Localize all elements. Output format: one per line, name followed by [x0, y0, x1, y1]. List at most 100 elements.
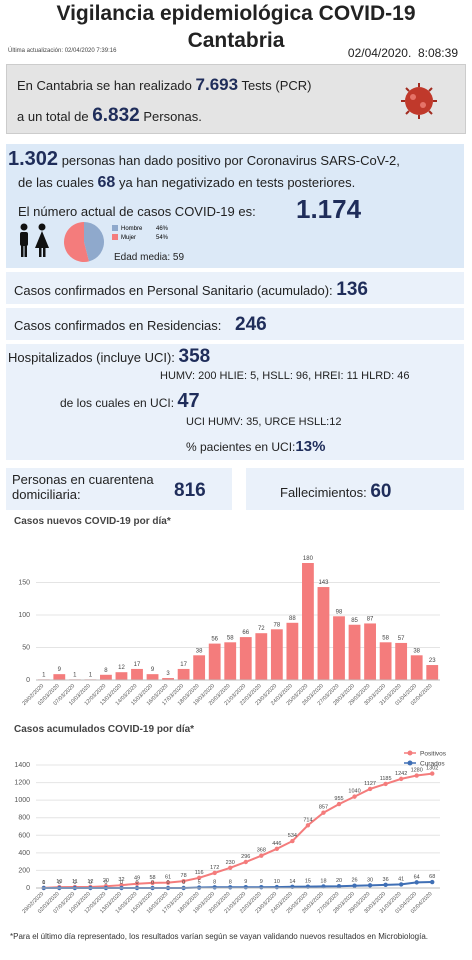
pie-slice [84, 222, 104, 262]
y-tick-label: 150 [18, 580, 30, 587]
text: de las cuales [18, 175, 94, 190]
data-label: 5 [198, 880, 201, 886]
sanitario-box: Casos confirmados en Personal Sanitario … [6, 272, 464, 304]
data-label: 12 [118, 665, 125, 671]
bar [208, 643, 221, 680]
subtitle: Cantabria [187, 29, 285, 52]
text: Fallecimientos: [280, 485, 367, 500]
point [243, 859, 248, 865]
text: a un total de 6.832 Personas. [17, 105, 202, 127]
data-label: 9 [260, 879, 263, 885]
data-label: 0 [73, 880, 76, 886]
value: 136 [336, 279, 368, 300]
data-label: 88 [289, 616, 296, 622]
bar [270, 629, 283, 680]
bar [224, 642, 237, 680]
value: 816 [174, 480, 206, 501]
data-label: 534 [288, 833, 297, 839]
point [259, 885, 264, 890]
point [414, 773, 419, 778]
chart-title: Casos nuevos COVID-19 por día* [14, 516, 171, 527]
data-label: 41 [398, 876, 404, 882]
data-label: 98 [336, 609, 343, 615]
point [430, 771, 435, 776]
data-label: 32 [118, 877, 124, 883]
bar [177, 668, 190, 680]
data-label: 10 [274, 879, 280, 885]
data-label: 56 [211, 637, 218, 643]
text: % pacientes en UCI: [186, 440, 296, 454]
text: Hospitalizados (incluye UCI): [8, 350, 175, 365]
footnote: *Para el último día representado, los re… [10, 932, 429, 941]
bar [410, 655, 423, 680]
data-label: 66 [242, 630, 249, 636]
bar [302, 563, 314, 680]
data-label: 57 [398, 636, 405, 642]
y-tick-label: 200 [18, 867, 30, 874]
value: 1.302 [8, 148, 59, 170]
data-label: 1127 [364, 781, 376, 787]
value: 13% [295, 438, 326, 455]
data-label: 9 [151, 667, 155, 673]
point [398, 882, 404, 887]
y-tick-label: 100 [18, 612, 30, 619]
point [414, 880, 419, 885]
point [259, 853, 264, 858]
text: Casos confirmados en Residencias: 246 [14, 314, 267, 336]
data-label: 3 [166, 671, 170, 677]
data-label: 78 [274, 622, 281, 628]
positives-box: 1.302 personas han dado positivo por Cor… [6, 144, 464, 268]
data-label: 0 [104, 880, 107, 886]
data-label: 68 [429, 874, 435, 880]
data-label: 1302 [426, 766, 438, 772]
data-label: 1040 [348, 789, 360, 795]
legend-label: Mujer [121, 235, 136, 241]
text: Personas. [143, 109, 202, 124]
point [352, 794, 357, 799]
point [336, 801, 342, 807]
bar [426, 665, 439, 680]
point [352, 883, 357, 888]
text: 1.302 personas han dado positivo por Cor… [8, 148, 400, 171]
charts: Casos nuevos COVID-19 por día*0501001502… [14, 516, 447, 915]
value: 68 [97, 174, 116, 191]
data-label: 30 [367, 877, 373, 883]
data-label: 955 [334, 796, 343, 802]
data-label: 714 [303, 817, 312, 823]
data-label: 368 [257, 848, 266, 854]
text: a un total de [17, 109, 89, 124]
data-label: 857 [319, 805, 328, 811]
data-label: 9 [58, 667, 62, 673]
data-label: 9 [244, 879, 247, 885]
data-label: 26 [351, 878, 357, 884]
data-label: 64 [414, 874, 420, 880]
data-label: 20 [103, 878, 109, 884]
point [134, 881, 140, 886]
data-label: 58 [227, 635, 234, 641]
text: ya han negativizado en tests posteriores… [118, 175, 356, 190]
text: Hospitalizados (incluye UCI): 358 [8, 346, 210, 368]
legend-label: Curados [420, 761, 445, 768]
value: 1.174 [296, 194, 362, 224]
y-tick-label: 600 [18, 832, 30, 839]
data-label: 17 [134, 662, 141, 668]
value: 47 [177, 390, 200, 412]
data-label: 10 [56, 879, 62, 885]
data-label: 58 [382, 635, 389, 641]
y-tick-label: 1000 [14, 797, 30, 804]
value: 6.832 [92, 105, 140, 126]
sex-pie: Hombre 46% Mujer 54% [20, 222, 169, 262]
data-label: 143 [318, 580, 329, 586]
people-icon [20, 223, 49, 257]
data-label: 446 [272, 841, 281, 847]
bar [317, 587, 330, 680]
text: En Cantabria se han realizado 7.693 Test… [17, 75, 312, 95]
chart-title: Casos acumulados COVID-19 por día* [14, 724, 194, 735]
line [43, 772, 433, 889]
value: 60 [370, 481, 392, 502]
tests-box: En Cantabria se han realizado 7.693 Test… [6, 64, 466, 134]
text: Casos confirmados en Residencias: [14, 318, 222, 333]
data-label: 1185 [380, 776, 392, 782]
bar [348, 624, 361, 680]
point [383, 882, 388, 888]
